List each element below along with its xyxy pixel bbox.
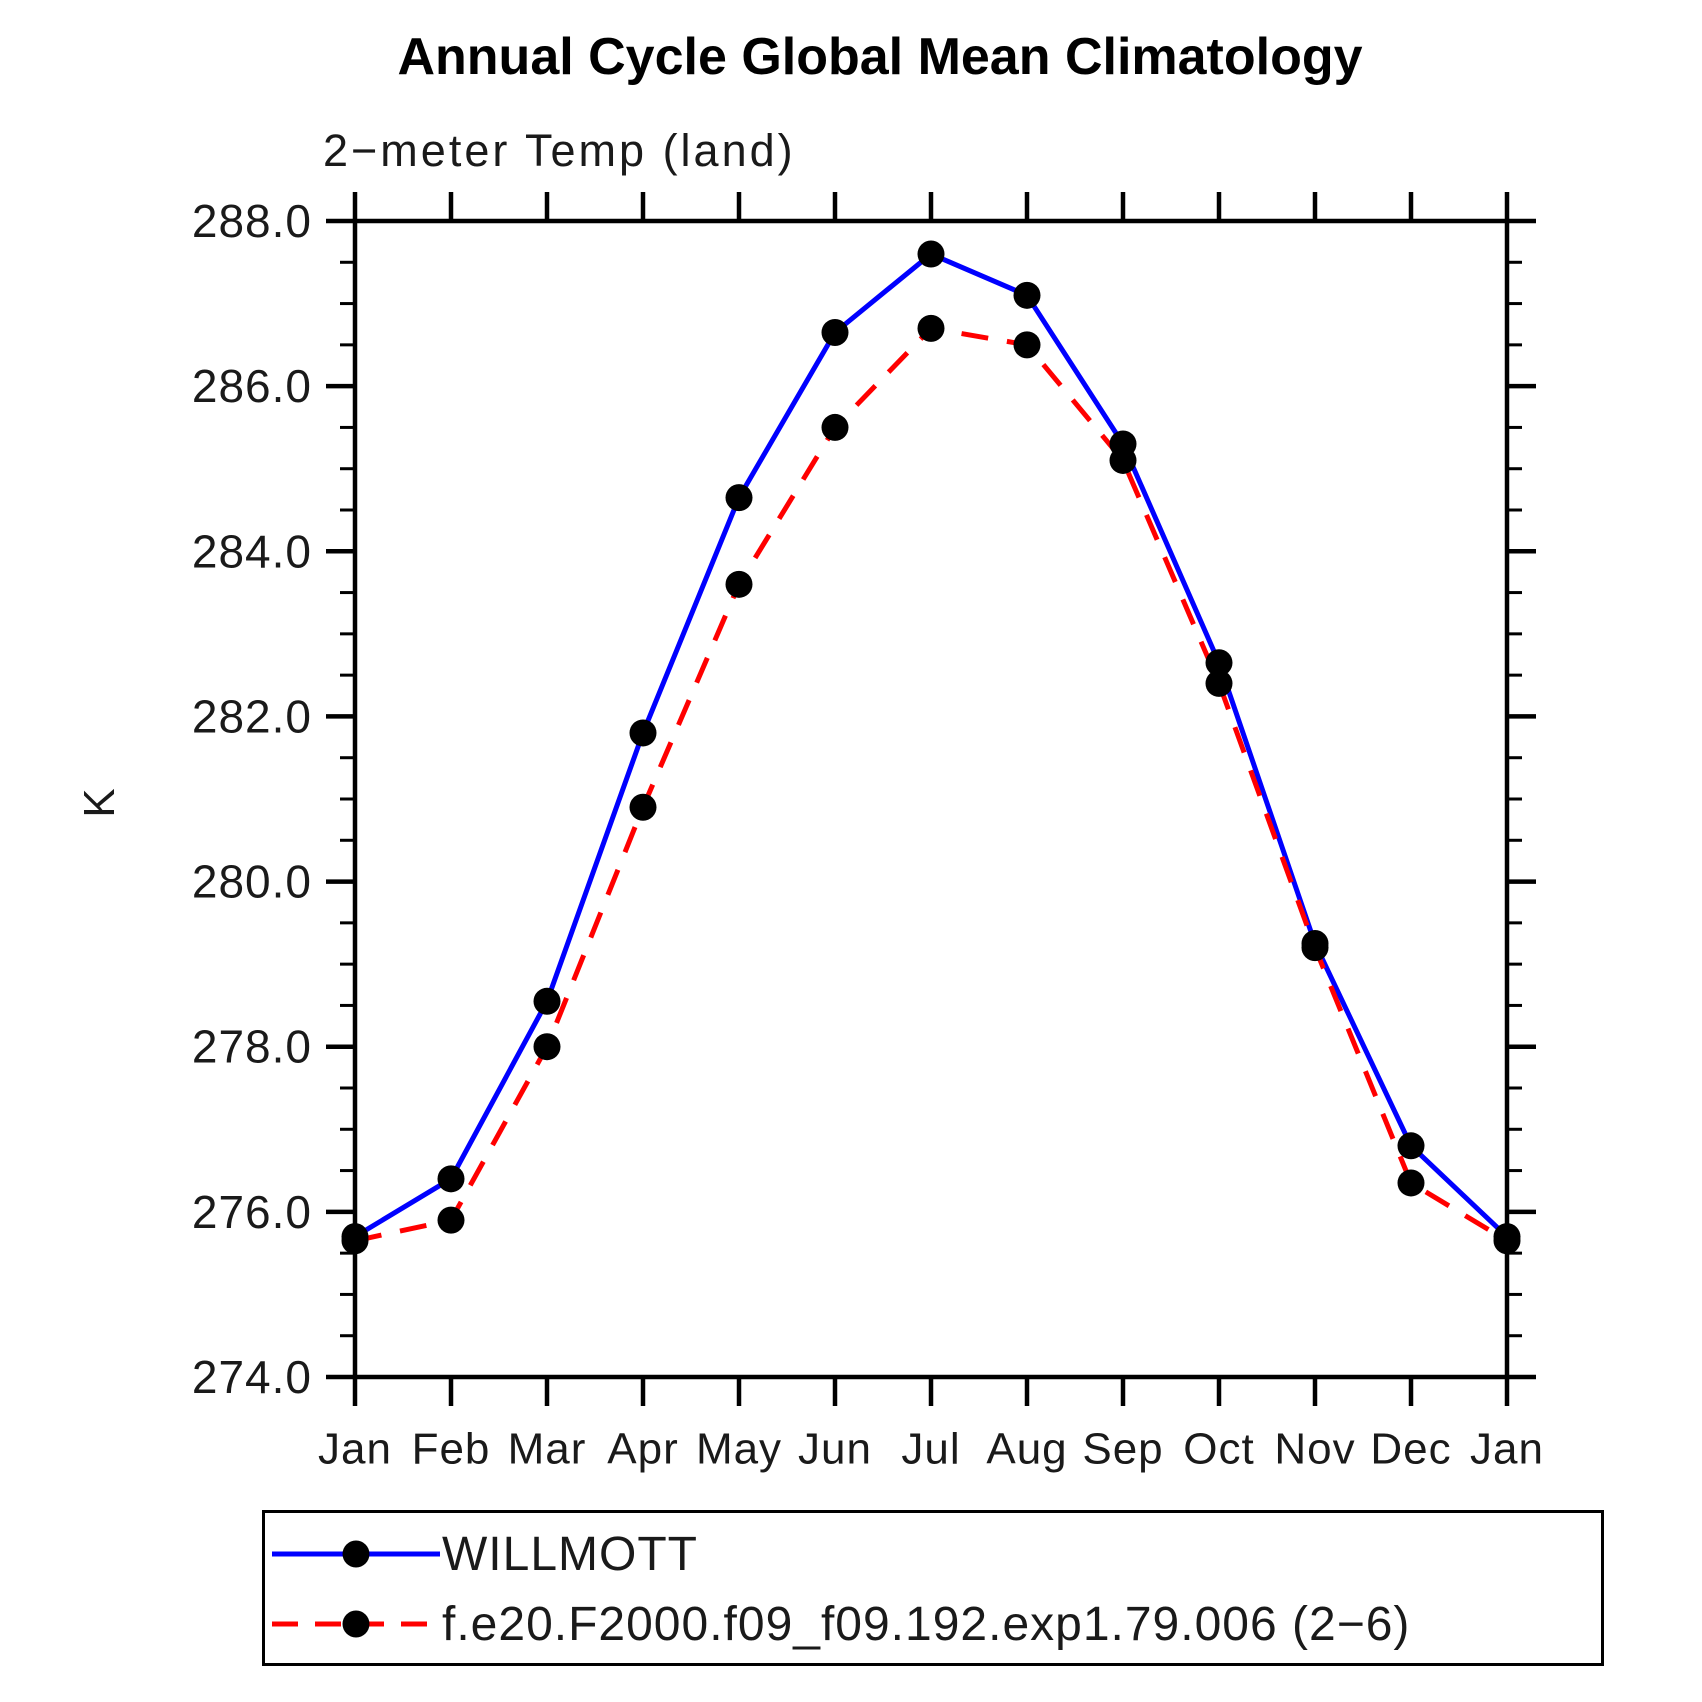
data-point-willmott bbox=[629, 719, 657, 747]
x-tick-label: Jun bbox=[798, 1425, 872, 1474]
data-point-model bbox=[1493, 1227, 1521, 1255]
legend-label: WILLMOTT bbox=[442, 1527, 698, 1581]
legend-row-willmott: WILLMOTT bbox=[270, 1528, 698, 1581]
x-tick-label: Aug bbox=[986, 1425, 1067, 1474]
data-point-willmott bbox=[1013, 281, 1041, 309]
data-point-model bbox=[1109, 446, 1137, 474]
x-tick-label: Jul bbox=[901, 1425, 960, 1474]
x-tick-label: Dec bbox=[1370, 1425, 1451, 1474]
data-point-model bbox=[1397, 1169, 1425, 1197]
chart-subtitle: 2−meter Temp (land) bbox=[323, 125, 796, 176]
data-point-willmott bbox=[917, 240, 945, 268]
data-point-willmott bbox=[1397, 1132, 1425, 1160]
data-point-model bbox=[1301, 934, 1329, 962]
series-line-model bbox=[354, 325, 1509, 1244]
legend-marker-dot bbox=[342, 1540, 370, 1568]
x-tick-label: Apr bbox=[607, 1425, 678, 1474]
x-tick-label: Mar bbox=[508, 1425, 587, 1474]
series-line-willmott bbox=[353, 251, 1509, 1239]
y-tick-label: 288.0 bbox=[192, 195, 312, 247]
data-point-willmott bbox=[1205, 649, 1233, 677]
data-point-model bbox=[917, 314, 945, 342]
data-point-willmott bbox=[821, 318, 849, 346]
y-tick-label: 284.0 bbox=[192, 525, 312, 577]
x-tick-label: Jan bbox=[1470, 1425, 1544, 1474]
legend-row-model: f.e20.F2000.f09_f09.192.exp1.79.006 (2−6… bbox=[270, 1598, 1410, 1651]
data-point-model bbox=[341, 1227, 369, 1255]
y-tick-label: 280.0 bbox=[192, 856, 312, 908]
data-point-willmott bbox=[725, 484, 753, 512]
data-point-model bbox=[821, 413, 849, 441]
y-tick-label: 282.0 bbox=[192, 690, 312, 742]
legend-swatch-model bbox=[272, 1610, 440, 1638]
data-point-model bbox=[725, 570, 753, 598]
x-tick-label: Nov bbox=[1274, 1425, 1355, 1474]
chart-title: Annual Cycle Global Mean Climatology bbox=[397, 28, 1363, 86]
y-tick-label: 276.0 bbox=[192, 1186, 312, 1238]
data-point-willmott bbox=[437, 1165, 465, 1193]
legend-label: f.e20.F2000.f09_f09.192.exp1.79.006 (2−6… bbox=[442, 1597, 1411, 1651]
legend: WILLMOTT f.e20.F2000.f09_f09.192.exp1.79.… bbox=[262, 1510, 1604, 1666]
data-point-willmott bbox=[533, 987, 561, 1015]
y-tick-label: 286.0 bbox=[192, 360, 312, 412]
legend-marker-dot bbox=[342, 1610, 370, 1638]
data-point-model bbox=[1013, 331, 1041, 359]
x-tick-label: Oct bbox=[1183, 1425, 1254, 1474]
x-tick-label: Sep bbox=[1082, 1425, 1163, 1474]
x-tick-label: May bbox=[696, 1425, 782, 1474]
legend-swatch-willmott bbox=[272, 1540, 440, 1568]
plot-border bbox=[352, 218, 1510, 1380]
x-tick-label: Feb bbox=[412, 1425, 491, 1474]
data-point-model bbox=[533, 1033, 561, 1061]
data-point-model bbox=[629, 793, 657, 821]
y-tick-label: 278.0 bbox=[192, 1021, 312, 1073]
data-point-model bbox=[1205, 669, 1233, 697]
data-point-model bbox=[437, 1206, 465, 1234]
x-tick-label: Jan bbox=[318, 1425, 392, 1474]
y-tick-label: 274.0 bbox=[192, 1351, 312, 1403]
